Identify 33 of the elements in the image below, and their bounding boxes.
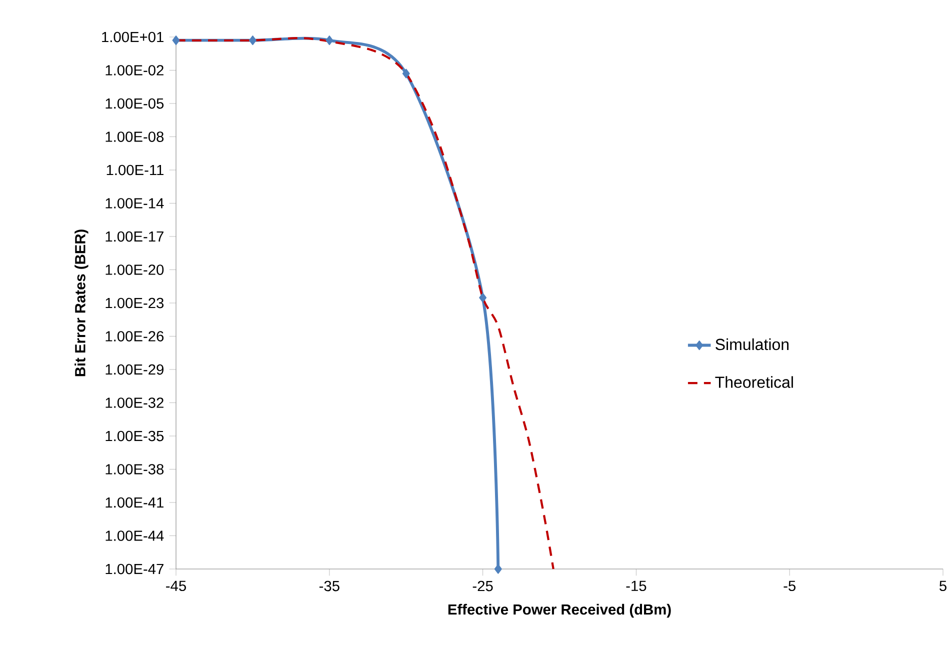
- point: [494, 564, 502, 574]
- point: [326, 36, 334, 46]
- y-tick-label: 1.00E-05: [106, 98, 164, 109]
- y-tick-label: 1.00E+01: [102, 32, 164, 42]
- y-tick-label: 1.00E-41: [106, 497, 164, 508]
- y-tick-label: 1.00E-02: [106, 65, 164, 76]
- x-axis-title: Effective Power Received (dBm): [448, 604, 671, 618]
- point: [248, 36, 256, 46]
- x-tick-label: 5: [940, 580, 946, 592]
- point: [172, 36, 180, 46]
- legend-label: Theoretical: [715, 376, 793, 388]
- x-tick-label: -35: [319, 580, 340, 592]
- y-tick-label: 1.00E-35: [106, 430, 164, 442]
- y-axis-title: Bit Error Rates (BER): [74, 230, 88, 376]
- legend-label: Simulation: [716, 338, 789, 350]
- x-tick-label: -5: [784, 580, 796, 592]
- y-tick-label: 1.00E-17: [106, 231, 164, 242]
- x-tick-label: -15: [626, 580, 646, 592]
- y-tick-label: 1.00E-08: [106, 132, 164, 142]
- y-tick-label: 1.00E-14: [106, 198, 164, 208]
- y-tick-label: 1.00E-44: [106, 530, 164, 541]
- y-tick-label: 1.00E-11: [106, 164, 164, 176]
- y-tick-label: 1.00E-47: [106, 564, 164, 574]
- y-tick-label: 1.00E-23: [106, 298, 164, 308]
- point: [402, 68, 410, 78]
- y-tick-label: 1.00E-26: [106, 331, 164, 342]
- x-tick-label: -25: [472, 580, 493, 592]
- y-tick-label: 1.00E-20: [106, 264, 164, 275]
- y-tick-label: 1.00E-29: [106, 364, 164, 375]
- y-tick-label: 1.00E-32: [106, 398, 164, 408]
- point: [479, 292, 487, 303]
- y-tick-label: 1.00E-38: [106, 464, 164, 474]
- x-tick-label: -45: [166, 580, 186, 592]
